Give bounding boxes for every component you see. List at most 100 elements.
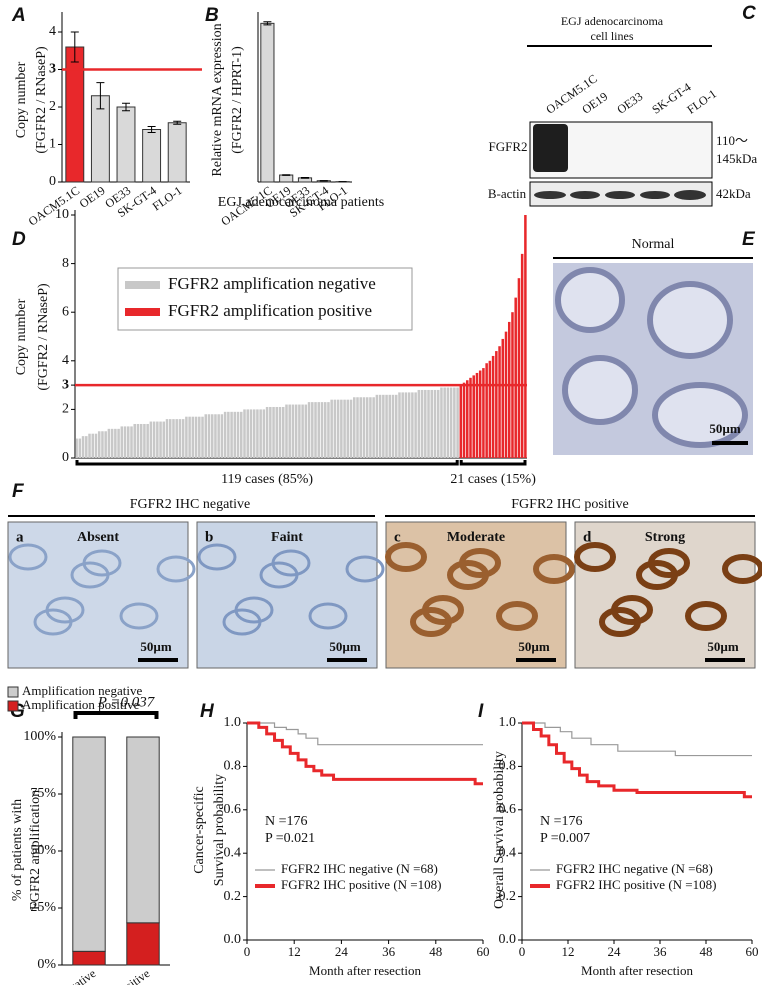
y-tick-label: 75% <box>30 786 56 801</box>
y-tick-label: 8 <box>62 256 69 271</box>
bar-segment <box>72 736 106 952</box>
panel-label: C <box>742 3 756 24</box>
bar <box>81 436 85 458</box>
tissue <box>222 608 262 636</box>
bar <box>349 399 353 458</box>
bar-segment <box>72 950 106 966</box>
bar <box>336 399 340 458</box>
panel-label: H <box>200 701 215 722</box>
survival-curve <box>522 722 752 757</box>
bar <box>188 416 191 458</box>
error-bar <box>173 120 182 125</box>
bar <box>466 380 469 458</box>
bar <box>504 331 508 458</box>
bar <box>146 423 149 458</box>
scale-label: 50µm <box>518 639 549 654</box>
bar <box>233 411 237 458</box>
bar <box>320 402 324 458</box>
bar <box>65 46 85 183</box>
bar <box>482 368 485 458</box>
x-tick-label: 48 <box>700 944 713 959</box>
error-bar <box>122 102 130 112</box>
chart-title: EGJ adenocarcinoma patients <box>218 195 384 210</box>
y-tick-label: 6 <box>62 304 69 319</box>
legend-label: FGFR2 amplification positive <box>168 301 372 320</box>
legend-swatch <box>7 686 19 698</box>
bar <box>143 423 146 458</box>
bar <box>491 355 495 458</box>
bar <box>194 416 198 458</box>
bar <box>365 397 369 458</box>
bar <box>443 387 446 458</box>
image-title: Normal <box>632 237 675 252</box>
bar <box>414 392 417 458</box>
bar <box>495 351 498 458</box>
bar <box>472 375 475 458</box>
glands <box>555 267 748 448</box>
tissue <box>599 607 641 637</box>
error-bar <box>147 126 156 133</box>
panel-label: E <box>742 229 756 250</box>
lane-label: SK-GT-4 <box>649 80 693 117</box>
bar <box>260 22 275 183</box>
panel-label: F <box>12 481 25 502</box>
control-label: B-actin <box>488 186 527 201</box>
image-letter: b <box>205 529 213 545</box>
tissue <box>496 601 538 631</box>
bar <box>398 392 401 458</box>
bar <box>240 411 243 458</box>
bar <box>185 416 188 458</box>
x-tick-label: IHC positive <box>94 966 153 985</box>
y-tick-label: 3 <box>62 377 69 392</box>
x-tick-label: OACM5.1C <box>26 183 82 228</box>
size-label: 145kDa <box>716 151 757 166</box>
bar <box>201 416 204 458</box>
bar <box>404 392 408 458</box>
bar <box>524 215 527 458</box>
bar <box>446 387 450 458</box>
legend-label: FGFR2 IHC positive (N =108) <box>556 877 716 892</box>
y-tick-label: 0.6 <box>499 802 517 817</box>
y-tick-label: 1.0 <box>499 715 517 730</box>
bar <box>139 423 143 458</box>
error-bar <box>282 174 291 176</box>
x-tick-label: 12 <box>562 944 575 959</box>
error-bar <box>263 21 272 26</box>
bar <box>327 402 330 458</box>
x-tick-label: 60 <box>746 944 759 959</box>
bar <box>307 402 311 458</box>
x-tick-label: OE19 <box>77 183 108 211</box>
survival-curve <box>247 721 483 786</box>
y-tick-label: 2 <box>62 402 69 417</box>
bar <box>488 360 492 458</box>
bar <box>217 414 220 458</box>
y-tick-label: 0.4 <box>224 845 242 860</box>
annotation: P =0.021 <box>265 831 315 846</box>
bar <box>407 392 411 458</box>
bar <box>362 397 366 458</box>
y-tick-label: 0% <box>37 957 56 972</box>
bar <box>114 428 117 458</box>
y-tick-label: 25% <box>30 900 56 915</box>
x-tick-label: 24 <box>335 944 349 959</box>
bar <box>385 394 388 458</box>
survival-curve <box>522 721 752 799</box>
lane-label: OE33 <box>614 89 645 117</box>
bar <box>117 428 120 458</box>
y-tick-label: 4 <box>49 24 56 39</box>
bar <box>133 423 136 458</box>
bar <box>478 370 482 458</box>
y-tick-label: 0 <box>49 174 56 189</box>
bar <box>94 433 98 458</box>
tissue <box>345 555 385 583</box>
bar-segment <box>126 922 160 966</box>
bar <box>220 414 224 458</box>
y-tick-label: 50% <box>30 843 56 858</box>
bar <box>97 431 101 458</box>
annotation: P =0.037 <box>97 694 156 710</box>
tissue <box>447 560 489 590</box>
y-axis-label: Cancer-specific <box>192 786 207 874</box>
bar <box>323 402 327 458</box>
y-tick-label: 0 <box>62 450 69 465</box>
